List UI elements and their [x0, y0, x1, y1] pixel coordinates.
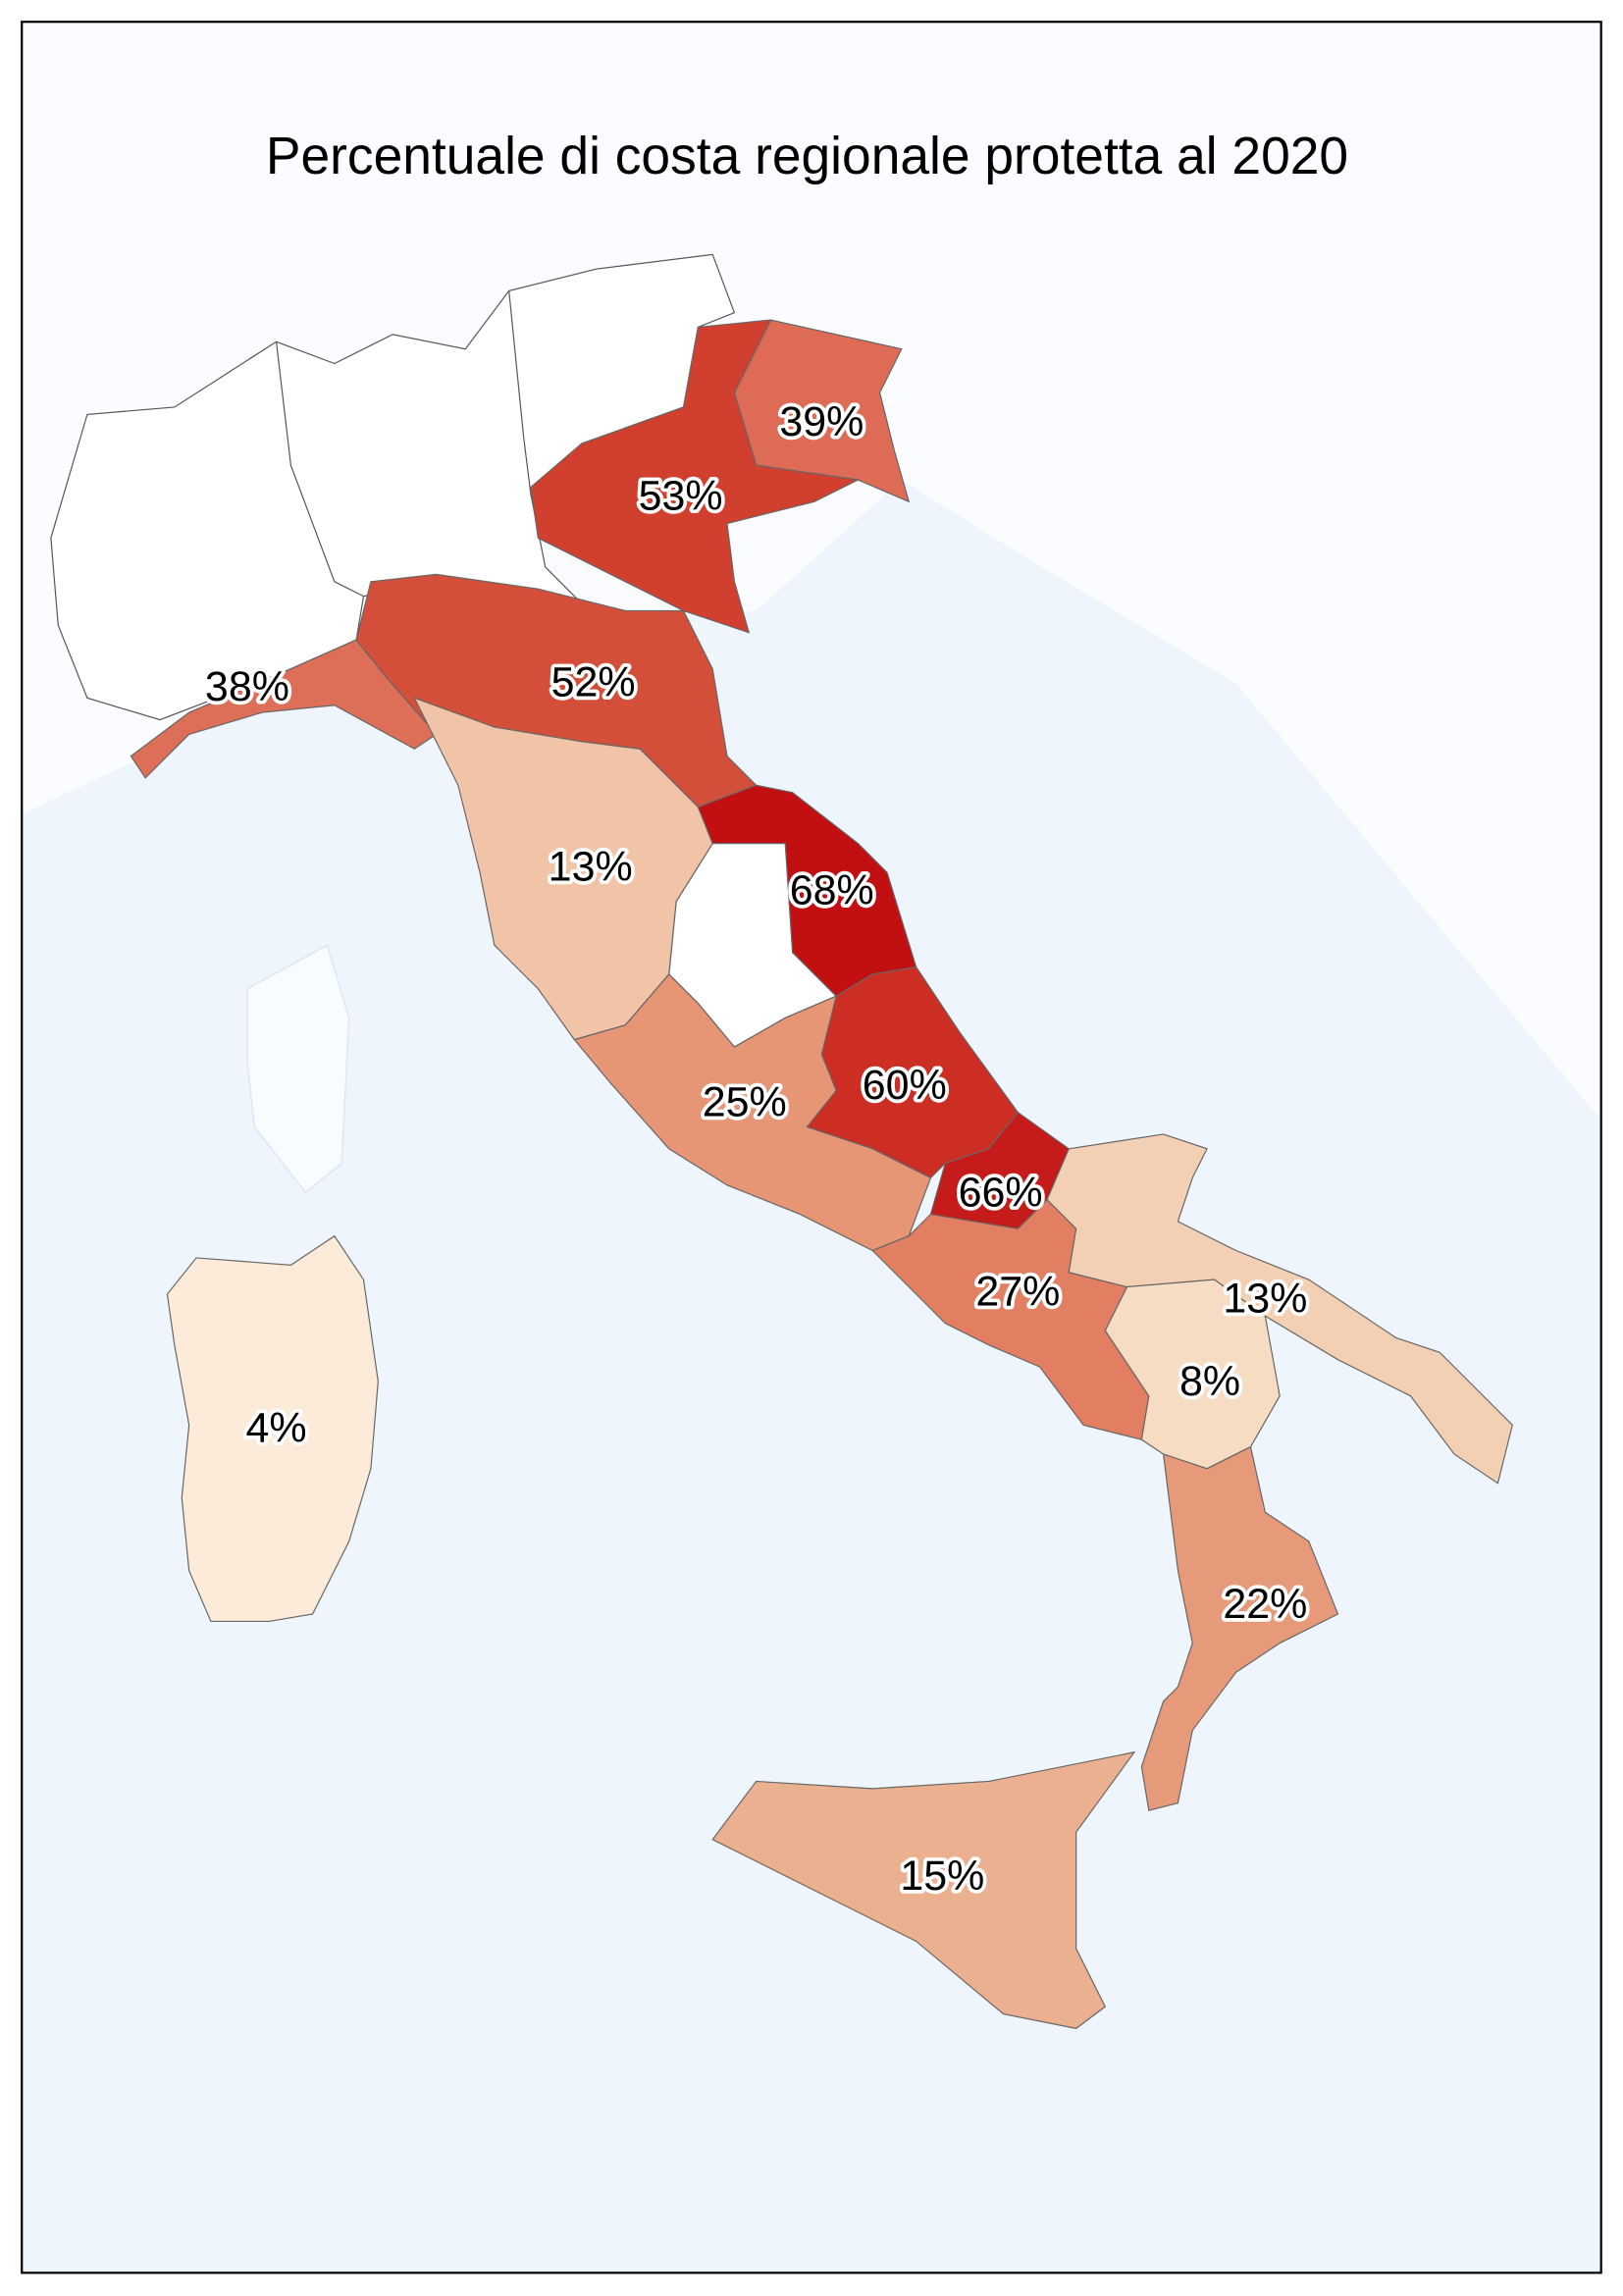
- region-label: 53%: [639, 473, 723, 520]
- land: [22, 22, 1601, 1121]
- region: [711, 1750, 1136, 2030]
- region-label: 52%: [551, 658, 636, 705]
- region-label: 15%: [900, 1852, 984, 1900]
- region-label: 22%: [1223, 1581, 1307, 1628]
- region-label: 66%: [959, 1170, 1043, 1217]
- region: [530, 319, 861, 634]
- region-label: 25%: [703, 1079, 787, 1126]
- region-label: 8%: [1179, 1358, 1240, 1405]
- region: [166, 1234, 379, 1623]
- frame: [21, 21, 1602, 2274]
- region-label: 13%: [1223, 1276, 1307, 1323]
- region-label: 4%: [246, 1405, 307, 1452]
- region-border: [275, 341, 364, 598]
- region-label: 68%: [790, 866, 874, 913]
- map-title: Percentuale di costa regionale protetta …: [266, 128, 1348, 185]
- region-border: [508, 290, 532, 495]
- region-label: 27%: [975, 1268, 1060, 1315]
- region-label: 60%: [863, 1062, 947, 1109]
- region: [1046, 1133, 1513, 1485]
- corsica: [246, 944, 350, 1194]
- map-content: Percentuale di costa regionale protetta …: [21, 21, 1602, 2274]
- region-label: 38%: [205, 663, 289, 710]
- region: [573, 973, 932, 1252]
- region-label: 13%: [549, 844, 633, 891]
- region: [1140, 1445, 1339, 1811]
- region-label: 39%: [779, 398, 864, 445]
- region: [130, 639, 438, 779]
